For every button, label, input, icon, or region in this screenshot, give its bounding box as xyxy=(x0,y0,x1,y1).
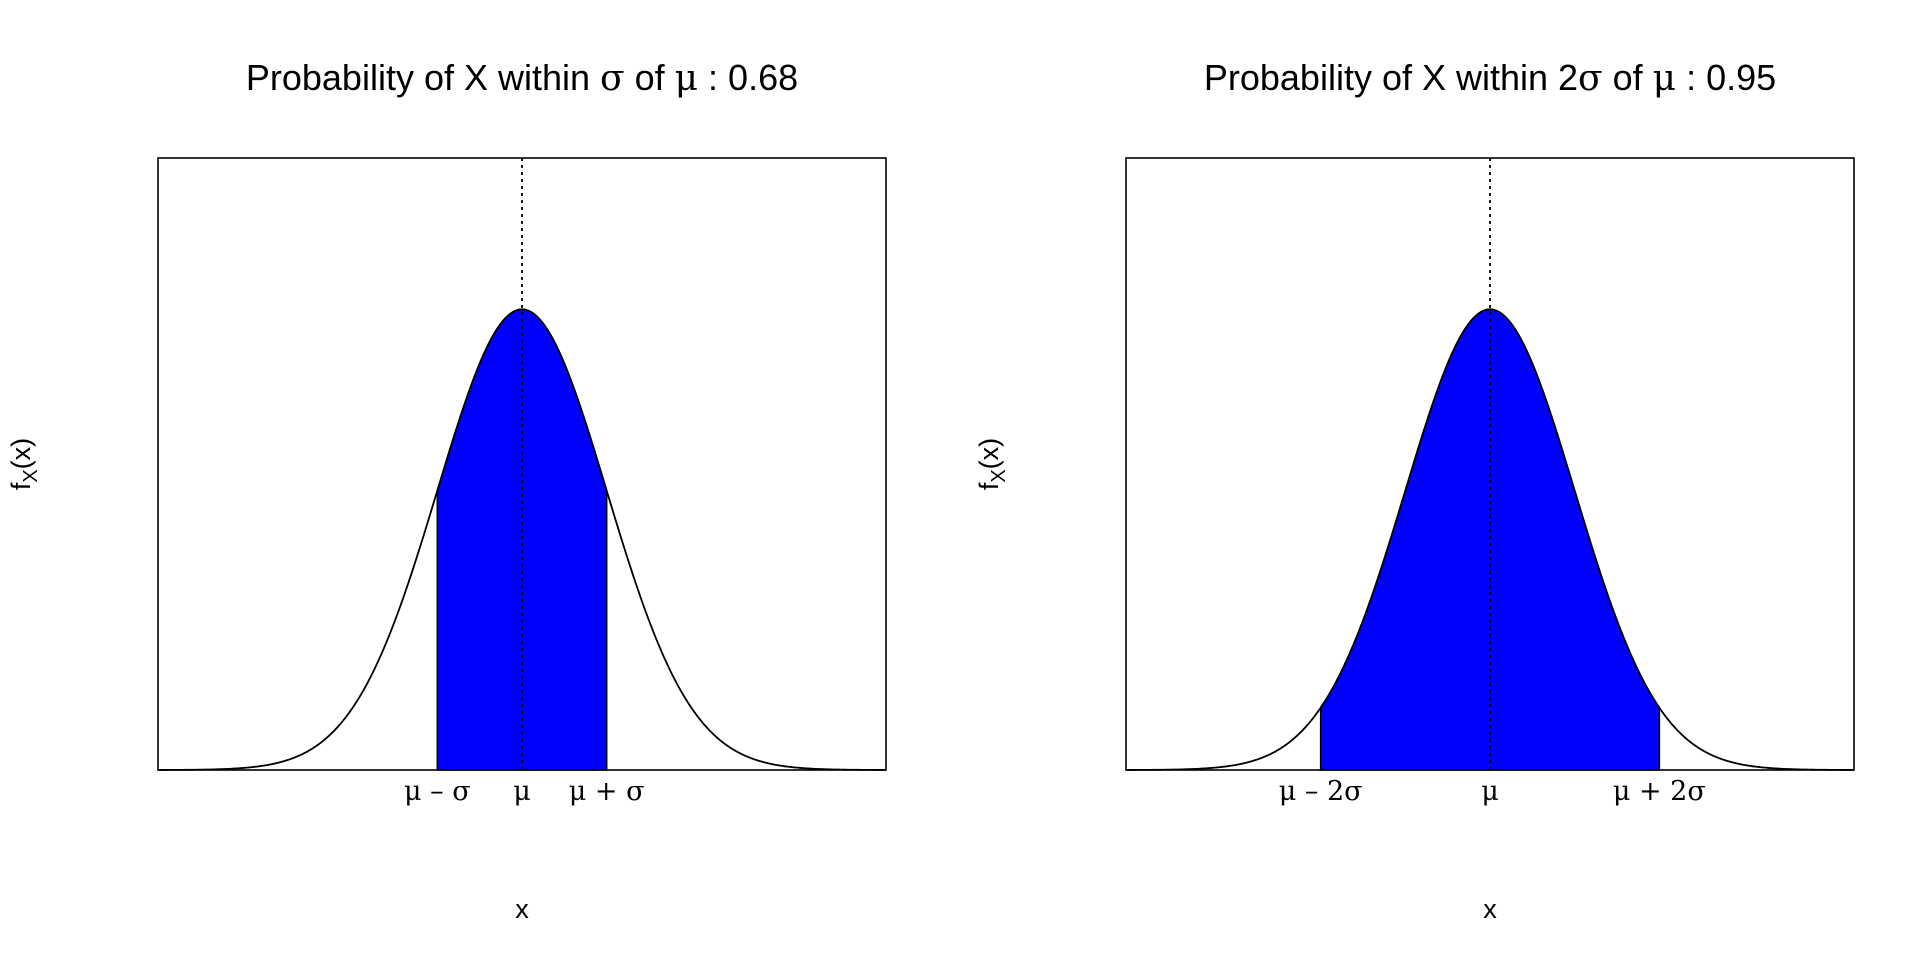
y-label-part: X xyxy=(988,469,1010,482)
x-tick-label: μ – σ xyxy=(404,776,471,807)
y-axis-label: fX(x) xyxy=(974,438,1010,490)
chart-title: Probability of X within 2σ of μ : 0.95 xyxy=(1204,57,1776,99)
title-part: σ xyxy=(600,58,625,99)
y-label-part: f xyxy=(974,482,1004,490)
chart-title: Probability of X within σ of μ : 0.68 xyxy=(246,57,798,99)
title-part: of xyxy=(1603,57,1653,98)
y-label-part: f xyxy=(6,482,36,490)
title-part: Probability of X within xyxy=(246,57,600,98)
y-label-part: (x) xyxy=(974,438,1004,469)
density-curve xyxy=(157,308,887,771)
title-part: μ xyxy=(1653,58,1676,99)
shaded-probability-area xyxy=(436,308,608,771)
title-part: Probability of X within 2 xyxy=(1204,57,1578,98)
title-part: : 0.68 xyxy=(698,57,798,98)
x-axis-label: x xyxy=(515,894,529,924)
x-tick-label: μ – 2σ xyxy=(1279,776,1363,807)
x-tick-label: μ xyxy=(1481,776,1499,807)
chart-panel-2: Probability of X within 2σ of μ : 0.95 μ … xyxy=(974,57,1855,924)
plot-frame xyxy=(157,157,887,771)
y-label-part: X xyxy=(20,469,42,482)
y-label-part: (x) xyxy=(6,438,36,469)
plot-frame xyxy=(1125,157,1855,771)
x-tick-label: μ + 2σ xyxy=(1613,776,1706,807)
x-axis-label: x xyxy=(1483,894,1497,924)
title-part: of xyxy=(625,57,675,98)
x-tick-label: μ + σ xyxy=(569,776,645,807)
title-part: σ xyxy=(1578,58,1603,99)
title-part: μ xyxy=(675,58,698,99)
y-axis-label: fX(x) xyxy=(6,438,42,490)
title-part: : 0.95 xyxy=(1676,57,1776,98)
x-tick-label: μ xyxy=(513,776,531,807)
shaded-probability-area xyxy=(1319,308,1661,771)
chart-panel-1: Probability of X within σ of μ : 0.68 μ –… xyxy=(6,57,887,924)
density-curve xyxy=(1125,308,1855,771)
